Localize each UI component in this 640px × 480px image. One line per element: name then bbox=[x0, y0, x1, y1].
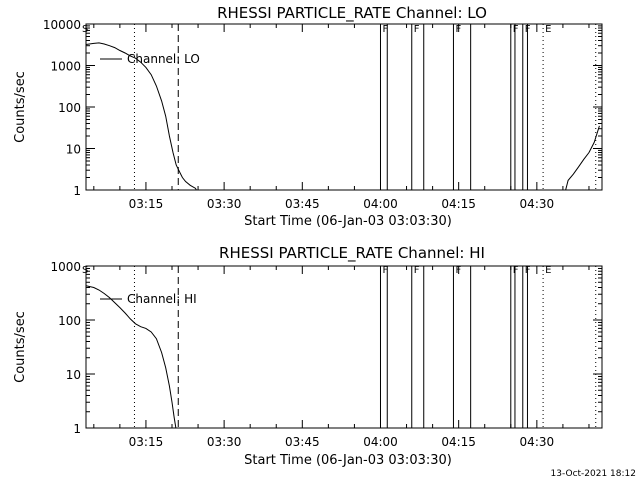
x-tick-label: 04:30 bbox=[520, 435, 555, 449]
x-axis-label: Start Time (06-Jan-03 03:03:30) bbox=[244, 453, 452, 468]
y-tick-label: 1 bbox=[73, 422, 81, 436]
start-marker-label: S bbox=[82, 24, 88, 35]
flag-label: F bbox=[414, 24, 420, 35]
x-tick-label: 04:00 bbox=[363, 435, 398, 449]
flag-label: F bbox=[382, 265, 388, 276]
flag-label: F bbox=[414, 265, 420, 276]
x-tick-label: 03:45 bbox=[285, 435, 320, 449]
y-tick-label: 1000 bbox=[50, 60, 81, 74]
plot-frame bbox=[85, 23, 603, 191]
flag-label: F bbox=[382, 24, 388, 35]
flag-label: F bbox=[455, 265, 461, 276]
end-marker-label: E bbox=[545, 265, 551, 276]
x-tick-label: 03:30 bbox=[207, 197, 242, 211]
x-tick-label: 03:30 bbox=[207, 435, 242, 449]
y-tick-label: 10000 bbox=[43, 18, 81, 32]
y-tick-label: 100 bbox=[58, 314, 81, 328]
timestamp-label: 13-Oct-2021 18:12 bbox=[551, 469, 636, 479]
x-tick-label: 04:15 bbox=[441, 197, 476, 211]
flag-label: F bbox=[455, 24, 461, 35]
y-tick-label: 1 bbox=[73, 184, 81, 198]
x-tick-label: 04:30 bbox=[520, 197, 555, 211]
chart-panel-hi: RHESSI PARTICLE_RATE Channel: HI Counts/s… bbox=[13, 244, 603, 468]
y-tick-label: 1000 bbox=[50, 260, 81, 274]
x-tick-label: 03:45 bbox=[285, 197, 320, 211]
flag-label: F bbox=[513, 24, 519, 35]
x-tick-label: 04:00 bbox=[363, 197, 398, 211]
y-tick-label: 10 bbox=[66, 143, 81, 157]
data-series-line bbox=[565, 125, 600, 190]
start-marker-label: S bbox=[82, 265, 88, 276]
chart-title: RHESSI PARTICLE_RATE Channel: LO bbox=[217, 4, 487, 23]
x-tick-label: 04:15 bbox=[441, 435, 476, 449]
data-series-line bbox=[86, 42, 197, 190]
plot-frame bbox=[85, 265, 603, 429]
y-tick-label: 10 bbox=[66, 368, 81, 382]
x-tick-label: 03:15 bbox=[129, 435, 164, 449]
data-series-line bbox=[86, 285, 177, 428]
y-tick-label: 100 bbox=[58, 101, 81, 115]
legend-label: Channel: LO bbox=[127, 52, 200, 66]
chart-title: RHESSI PARTICLE_RATE Channel: HI bbox=[219, 244, 485, 263]
x-axis-label: Start Time (06-Jan-03 03:03:30) bbox=[244, 214, 452, 229]
y-axis-label: Counts/sec bbox=[13, 311, 28, 383]
legend-label: Channel: HI bbox=[127, 292, 197, 306]
x-tick-label: 03:15 bbox=[129, 197, 164, 211]
y-axis-label: Counts/sec bbox=[13, 71, 28, 143]
end-marker-label: E bbox=[545, 24, 551, 35]
flag-label: F bbox=[513, 265, 519, 276]
chart-panel-lo: RHESSI PARTICLE_RATE Channel: LO Counts/s… bbox=[13, 4, 603, 229]
